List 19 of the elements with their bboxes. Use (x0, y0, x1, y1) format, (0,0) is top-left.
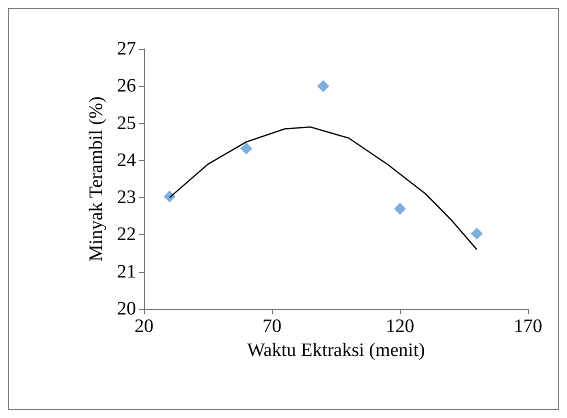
y-tick-label: 21 (117, 261, 136, 282)
y-tick-label: 22 (117, 224, 136, 246)
y-axis-title: Minyak Terambil (%) (86, 96, 107, 262)
x-tick-label: 120 (386, 316, 414, 337)
y-tick-label: 24 (117, 150, 136, 171)
y-tick-label: 23 (117, 187, 136, 208)
point (164, 190, 176, 202)
point (240, 142, 252, 155)
point (317, 80, 330, 92)
x-tick-label: 20 (134, 316, 154, 337)
x-tick-label: 170 (514, 316, 542, 337)
y-tick-label: 20 (117, 298, 136, 320)
x-tick-label: 70 (262, 316, 282, 337)
x-axis-title: Waktu Ektraksi (menit) (247, 340, 425, 361)
y-tick-label: 27 (117, 38, 136, 60)
point (470, 228, 483, 240)
point (394, 202, 406, 215)
y-tick-label: 26 (117, 76, 136, 97)
y-tick-label: 25 (117, 112, 136, 134)
